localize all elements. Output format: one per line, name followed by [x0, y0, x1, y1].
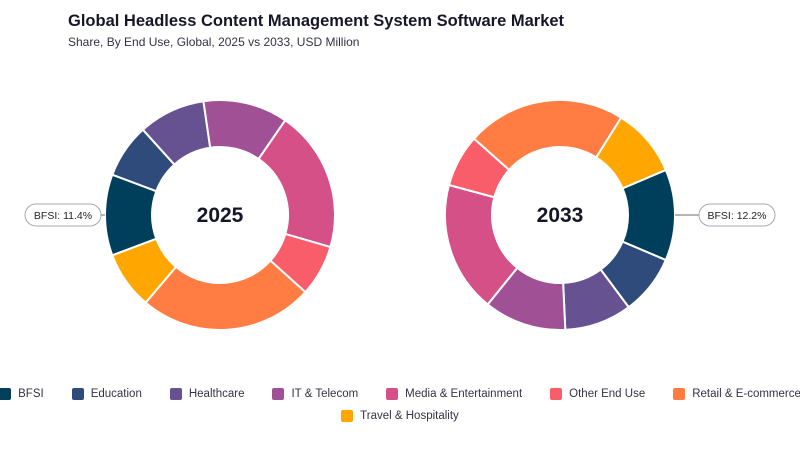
chart-legend: BFSI Education Healthcare IT & Telecom Media…	[0, 384, 800, 428]
legend-swatch	[550, 388, 563, 400]
legend-swatch	[272, 388, 285, 400]
legend-label: Education	[90, 388, 142, 400]
legend-row: BFSI Education Healthcare IT & Telecom Media…	[0, 384, 800, 404]
legend-row: Travel & Hospitality	[0, 406, 800, 426]
legend-label: BFSI	[18, 388, 44, 400]
legend-item-media-and-entertainment: Media & Entertainment	[386, 384, 522, 404]
slice-2025-travel-and-hospitality	[111, 237, 178, 305]
legend-item-travel-and-hospitality: Travel & Hospitality	[341, 406, 459, 426]
legend-label: Healthcare	[188, 388, 245, 400]
donut-chart-2033: 2033 BFSI: 12.2%	[444, 99, 776, 331]
legend-item-bfsi: BFSI	[0, 384, 44, 404]
legend-item-education: Education	[71, 384, 142, 404]
slice-2033-travel-and-hospitality	[594, 116, 668, 190]
slice-2033-retail-and-e-commerce	[472, 99, 623, 172]
callout-label-2033: BFSI: 12.2%	[708, 210, 767, 222]
legend-item-other-end-use: Other End Use	[550, 384, 645, 404]
legend-label: Media & Entertainment	[405, 388, 523, 400]
legend-swatch	[386, 388, 399, 400]
chart-subtitle: Share, By End Use, Global, 2025 vs 2033,…	[68, 35, 360, 49]
donut-chart-2025: 2025 BFSI: 11.4%	[24, 99, 336, 331]
legend-item-healthcare: Healthcare	[169, 384, 245, 404]
legend-label: Travel & Hospitality	[360, 410, 459, 422]
legend-swatch	[71, 388, 84, 400]
center-label-2025: 2025	[197, 204, 244, 227]
chart-title: Global Headless Content Management Syste…	[68, 12, 565, 30]
legend-swatch	[673, 388, 686, 400]
legend-swatch	[0, 388, 12, 400]
callout-box-2033	[698, 203, 776, 227]
legend-label: IT & Telecom	[291, 388, 359, 400]
callout-box-2025	[24, 203, 102, 227]
legend-item-it-and-telecom: IT & Telecom	[272, 384, 358, 404]
legend-swatch	[341, 410, 354, 422]
legend-label: Other End Use	[569, 388, 646, 400]
legend-label: Retail & E-commerce	[692, 388, 800, 400]
legend-swatch	[169, 388, 182, 400]
center-label-2033: 2033	[537, 204, 584, 227]
legend-item-retail-and-e-commerce: Retail & E-commerce	[673, 384, 800, 404]
callout-label-2025: BFSI: 11.4%	[34, 210, 92, 222]
